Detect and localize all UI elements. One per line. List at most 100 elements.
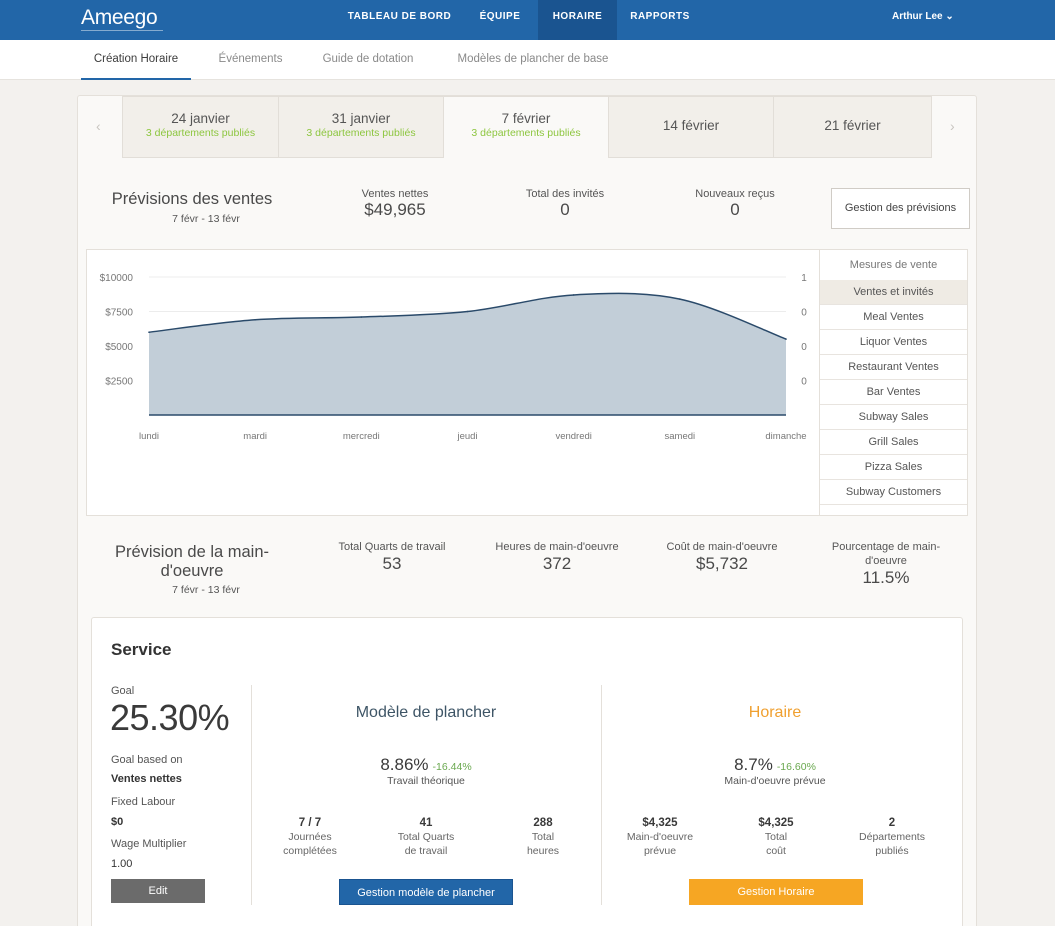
manage-forecasts-button[interactable]: Gestion des prévisions <box>831 188 970 229</box>
stat-label: Heures de main-d'oeuvre <box>495 541 619 553</box>
mini-label: Départements <box>859 831 925 843</box>
column-divider <box>601 685 602 905</box>
mini-label: Main-d'oeuvre <box>626 831 694 843</box>
y-tick-label: $5000 <box>105 342 133 353</box>
series-area <box>149 293 786 415</box>
app-logo[interactable]: Ameego <box>81 6 158 29</box>
nav-schedule[interactable]: HORAIRE <box>538 0 617 40</box>
y2-tick-label: 0 <box>801 377 807 388</box>
measure-item[interactable]: Grill Sales <box>820 430 967 455</box>
mini-label: complétées <box>283 845 337 857</box>
y-tick-label: $7500 <box>105 308 133 319</box>
mini-value: $4,325 <box>642 817 678 829</box>
next-week-icon[interactable]: › <box>950 118 955 134</box>
stat-value: $5,732 <box>696 554 748 573</box>
mini-label: Total <box>531 831 555 843</box>
schedule-percent: 8.7% -16.60% <box>651 755 899 775</box>
fixed-labour-label: Fixed Labour <box>111 796 176 808</box>
data-point <box>679 298 681 300</box>
week-status: 3 départements publiés <box>471 127 581 139</box>
floor-template-percent-label: Travail théorique <box>387 775 465 787</box>
total-shifts-stat: Total Quarts de travail 53 <box>322 540 462 574</box>
week-tab-jan24[interactable]: 24 janvier 3 départements publiés <box>122 96 279 158</box>
data-point <box>148 331 150 333</box>
goal-based-label: Goal based on <box>111 754 183 766</box>
sales-forecast-range: 7 févr - 13 févr <box>172 213 240 225</box>
stat-value: 53 <box>382 554 402 573</box>
mini-value: 7 / 7 <box>298 817 322 829</box>
net-sales-stat: Ventes nettes $49,965 <box>330 188 460 220</box>
mini-label: prévue <box>643 845 677 857</box>
subnav-staffing-guide[interactable]: Guide de dotation <box>322 53 414 65</box>
template-hours-stat: 288 Total heures <box>503 817 583 858</box>
week-tab-feb14[interactable]: 14 février <box>608 96 774 158</box>
logo-underline <box>81 30 163 31</box>
week-tab-jan31[interactable]: 31 janvier 3 départements publiés <box>278 96 444 158</box>
y2-tick-label: 0 <box>801 308 807 319</box>
stat-label: Coût de main-d'oeuvre <box>666 541 778 553</box>
data-point <box>572 294 575 296</box>
x-tick-label: mardi <box>243 431 267 442</box>
measure-item[interactable]: Subway Customers <box>820 480 967 505</box>
wage-multiplier-label: Wage Multiplier <box>111 838 187 850</box>
subnav-events[interactable]: Événements <box>218 53 283 65</box>
data-point <box>785 338 787 340</box>
user-menu[interactable]: Arthur Lee ⌄ <box>892 11 954 22</box>
measure-item[interactable]: Subway Sales <box>820 405 967 430</box>
measure-item[interactable]: Liquor Ventes <box>820 330 967 355</box>
measure-item[interactable]: Pizza Sales <box>820 455 967 480</box>
data-point <box>360 316 363 318</box>
schedule-percent-label: Main-d'oeuvre prévue <box>724 775 826 787</box>
goal-based-value: Ventes nettes <box>111 773 182 785</box>
subnav-floor-templates[interactable]: Modèles de plancher de base <box>457 53 609 65</box>
measure-item[interactable]: Restaurant Ventes <box>820 355 967 380</box>
mini-value: 41 <box>419 817 433 829</box>
mini-label: coût <box>766 845 786 857</box>
week-tab-feb21[interactable]: 21 février <box>773 96 932 158</box>
data-point <box>254 318 256 321</box>
week-date: 24 janvier <box>171 111 230 126</box>
prev-week-icon[interactable]: ‹ <box>96 118 101 134</box>
sales-measures-list: Mesures de vente Ventes et invités Meal … <box>820 250 967 505</box>
new-receipts-stat: Nouveaux reçus 0 <box>670 188 800 220</box>
subnav-schedule-creation[interactable]: Création Horaire <box>81 40 191 80</box>
measures-divider <box>819 250 820 515</box>
stat-value: 0 <box>560 200 570 219</box>
stat-value: $49,965 <box>364 200 426 219</box>
mini-value: 2 <box>888 817 896 829</box>
stat-value: 372 <box>542 554 572 573</box>
nav-dashboard[interactable]: TABLEAU DE BORD <box>347 11 452 22</box>
week-date: 14 février <box>662 118 720 133</box>
manage-floor-template-button[interactable]: Gestion modèle de plancher <box>339 879 513 905</box>
sales-area-chart: $10000 $7500 $5000 $2500 1 0 0 0 lundi mardi mercr… <box>100 273 808 442</box>
mini-label: Total Quarts <box>397 831 455 843</box>
stat-label: Total des invités <box>525 188 605 200</box>
manage-schedule-button[interactable]: Gestion Horaire <box>689 879 863 905</box>
measure-item[interactable]: Ventes et invités <box>820 280 967 305</box>
x-tick-label: lundi <box>139 431 159 442</box>
edit-button[interactable]: Edit <box>111 879 205 903</box>
measure-item[interactable]: Meal Ventes <box>820 305 967 330</box>
mini-label: heures <box>526 845 560 857</box>
labour-cost-stat: Coût de main-d'oeuvre $5,732 <box>652 540 792 574</box>
data-point <box>466 310 469 313</box>
labour-hours-stat: Heures de main-d'oeuvre 372 <box>482 540 632 574</box>
x-tick-label: jeudi <box>456 431 477 442</box>
goal-label: Goal <box>111 685 135 697</box>
fixed-labour-value: $0 <box>111 816 124 828</box>
y-tick-label: $10000 <box>100 273 134 284</box>
x-tick-label: mercredi <box>343 431 380 442</box>
percent-value: 8.7% <box>734 755 773 774</box>
stat-value: 0 <box>730 200 740 219</box>
nav-team[interactable]: ÉQUIPE <box>479 11 521 22</box>
week-tab-feb7[interactable]: 7 février 3 départements publiés <box>443 96 609 158</box>
week-status: 3 départements publiés <box>306 127 416 139</box>
column-divider <box>251 685 252 905</box>
week-date: 21 février <box>824 118 881 133</box>
percent-delta: -16.44% <box>432 761 472 773</box>
stat-label: Ventes nettes <box>361 188 429 200</box>
y2-tick-label: 0 <box>801 342 807 353</box>
floor-template-title: Modèle de plancher <box>355 704 497 721</box>
nav-reports[interactable]: RAPPORTS <box>630 11 690 22</box>
measure-item[interactable]: Bar Ventes <box>820 380 967 405</box>
